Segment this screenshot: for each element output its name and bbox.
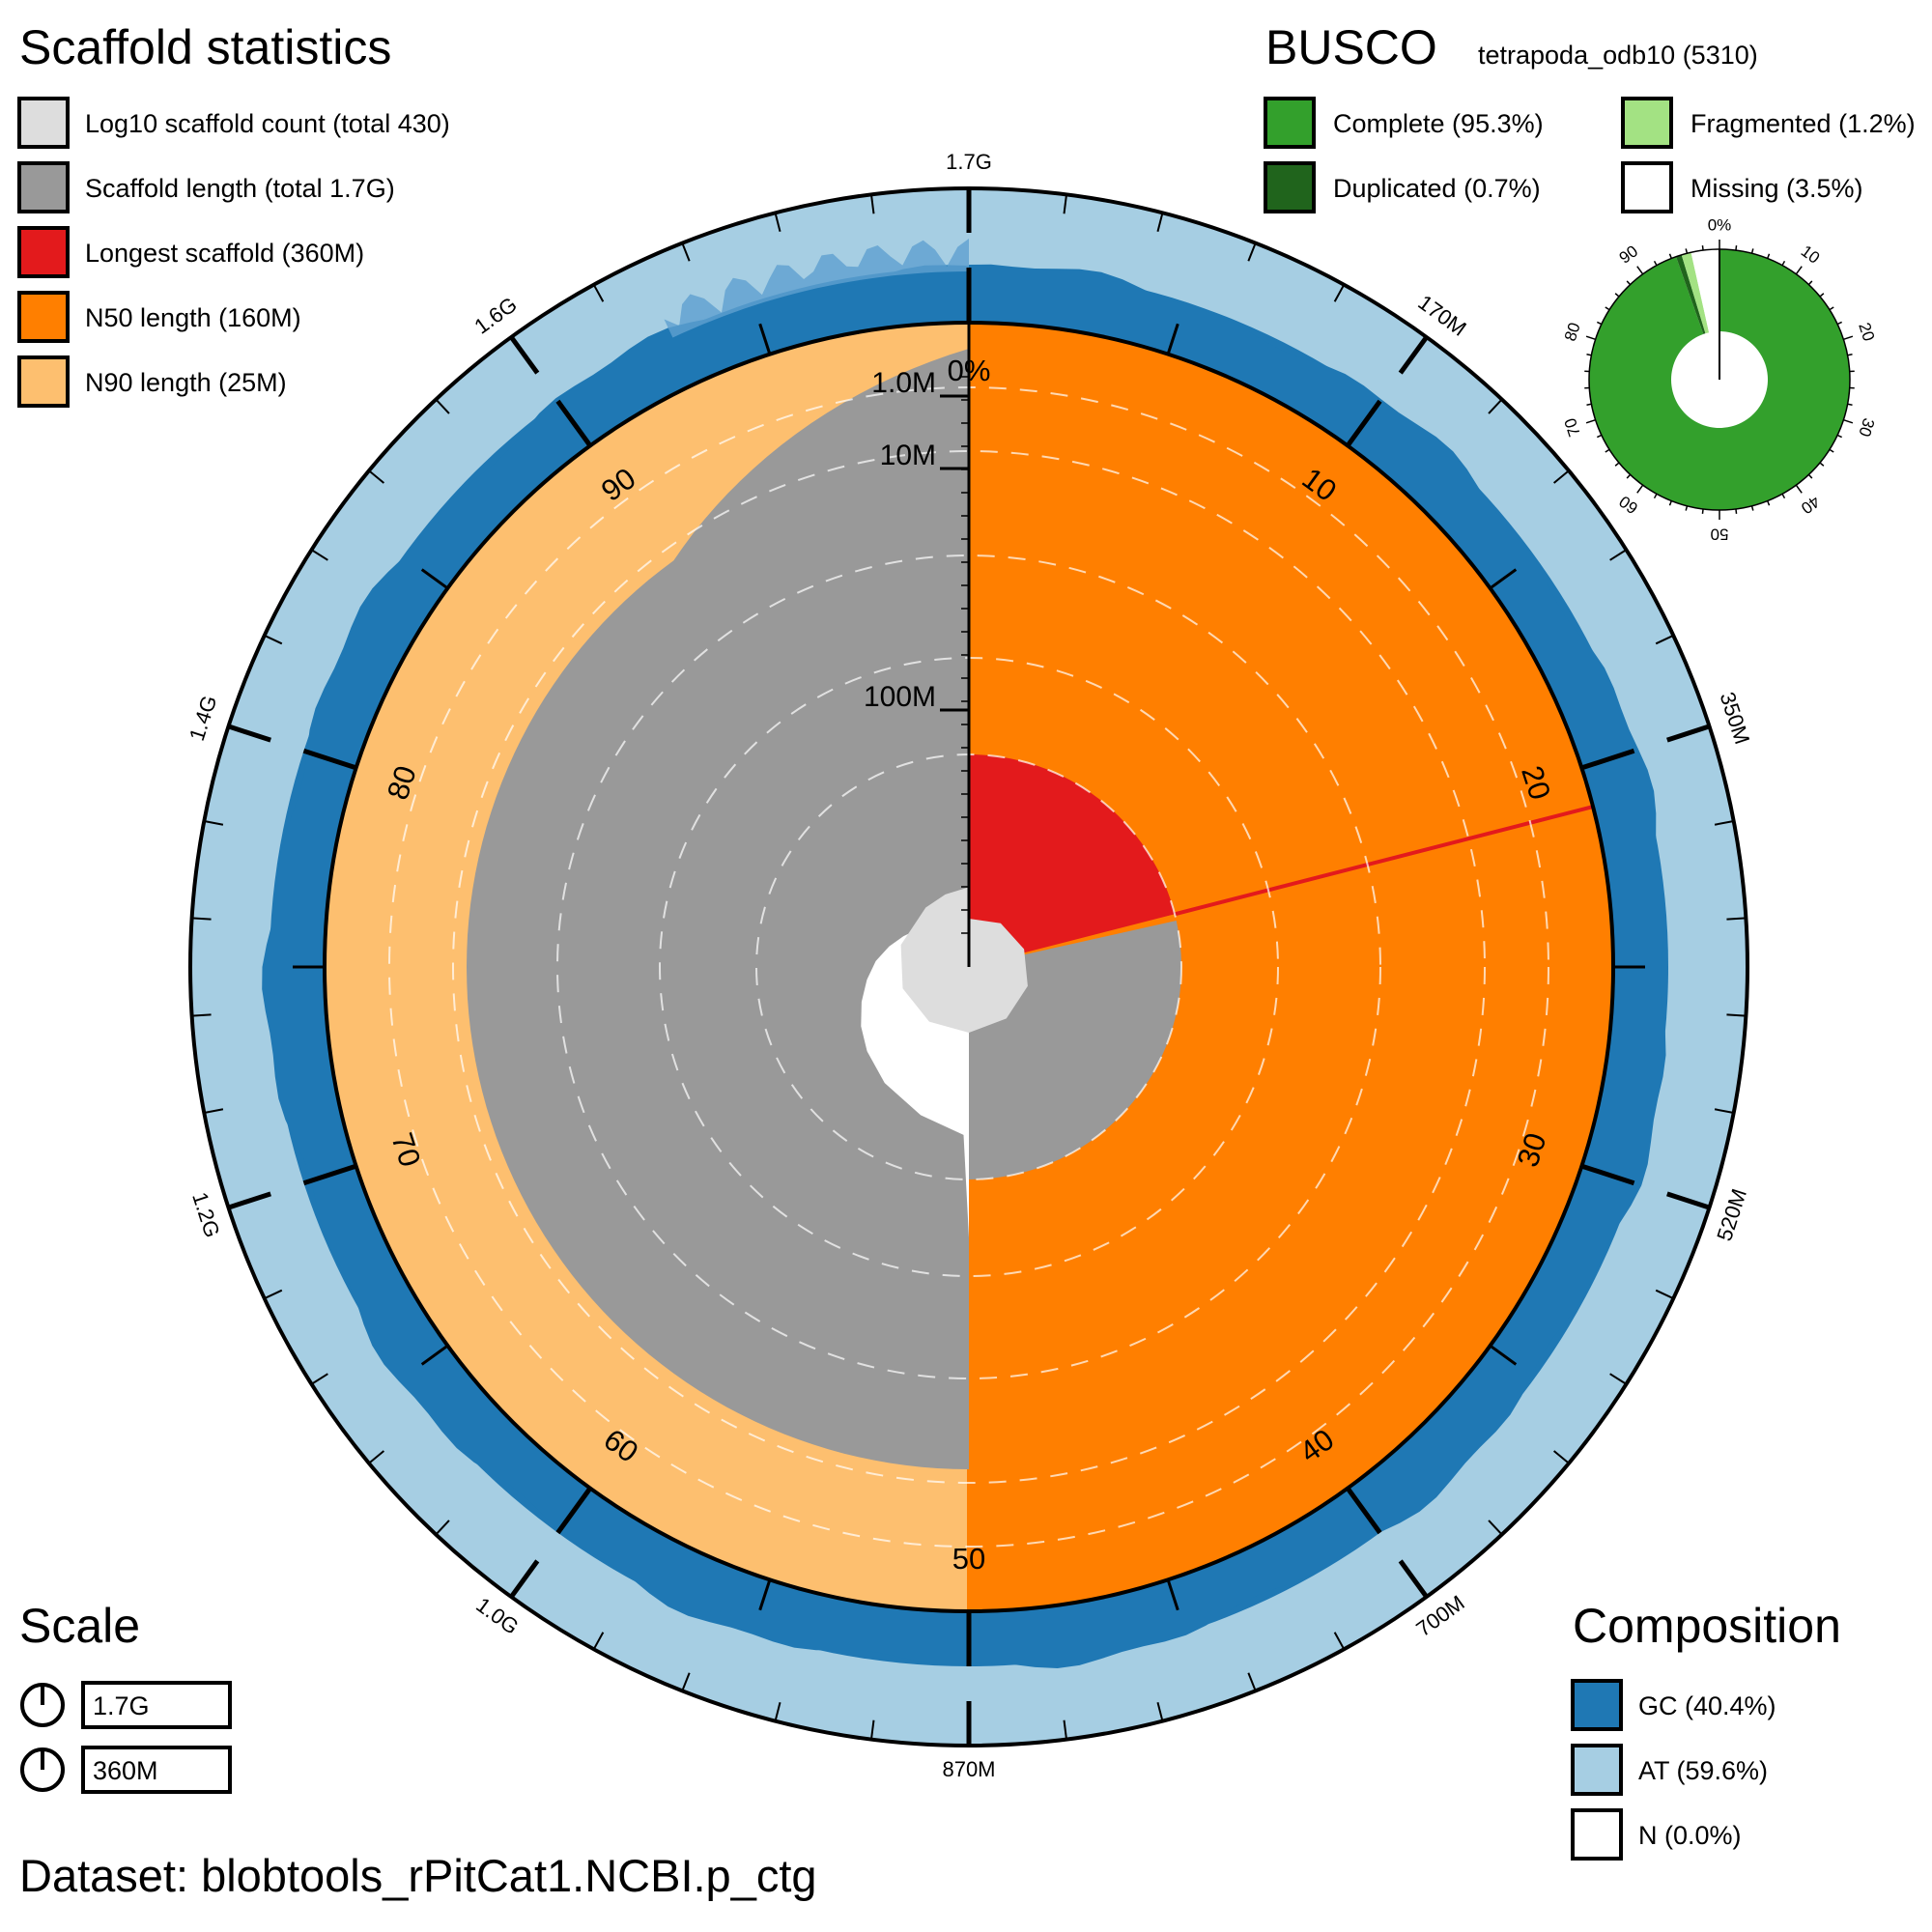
- scaffold-count-area: [900, 887, 1028, 1033]
- length-tick-label: 520M: [1712, 1186, 1751, 1244]
- busco-tick-label: 90: [1616, 242, 1641, 267]
- radial-tick-label: 1.0M: [871, 367, 936, 399]
- busco-segment-busco_complete: [1589, 249, 1850, 510]
- n50-sector: [969, 323, 1613, 1611]
- busco-subtitle: tetrapoda_odb10 (5310): [1478, 41, 1758, 70]
- busco-tick-label: 40: [1798, 492, 1823, 517]
- busco-tick-label: 70: [1561, 416, 1584, 440]
- composition-swatch-at: [1571, 1744, 1623, 1796]
- radial-tick-label: 10M: [880, 440, 936, 471]
- scale-title: Scale: [19, 1599, 140, 1653]
- composition-legend: GC (40.4%) AT (59.6%) N (0.0%): [1571, 1679, 1776, 1861]
- busco-tick-label: 30: [1855, 416, 1878, 440]
- legend-swatch-n90: [17, 355, 70, 408]
- percent-tick-label: 0%: [948, 354, 991, 387]
- busco-swatch-busco_missing: [1621, 161, 1673, 213]
- composition-label-gc: GC (40.4%): [1638, 1691, 1776, 1720]
- scaffold-stats-legend: Log10 scaffold count (total 430) Scaffold…: [17, 97, 450, 408]
- busco-legend: Complete (95.3%) Fragmented (1.2%) Duplica…: [1264, 97, 1916, 213]
- legend-label-n50: N50 length (160M): [85, 303, 301, 332]
- legend-swatch-n50: [17, 291, 70, 343]
- busco-swatch-busco_complete: [1264, 97, 1316, 149]
- busco-label-busco_missing: Missing (3.5%): [1690, 174, 1863, 203]
- scale-box: [81, 1681, 232, 1729]
- radial-length-scale: 1.0M 10M 100M: [864, 323, 971, 967]
- scale-label: 360M: [93, 1756, 158, 1785]
- length-tick-label: 1.6G: [469, 292, 521, 338]
- percent-tick-label: 50: [952, 1542, 985, 1576]
- composition-swatch-n: [1571, 1808, 1623, 1861]
- length-tick-label: 870M: [942, 1757, 995, 1781]
- busco-tick-label: 50: [1711, 526, 1729, 544]
- busco-segment-busco_fragmented: [1681, 252, 1710, 334]
- busco-donut-chart: 0% 10 20 30 40 50 60 70 80 90: [1561, 215, 1878, 543]
- scale-label: 1.7G: [93, 1691, 150, 1720]
- busco-segment-busco_duplicated: [1676, 254, 1706, 334]
- composition-swatch-gc: [1571, 1679, 1623, 1731]
- scaffold-stats-title: Scaffold statistics: [19, 20, 391, 74]
- composition-label-n: N (0.0%): [1638, 1821, 1742, 1850]
- gc-at-spike: [664, 239, 969, 338]
- length-tick-label: 1.7G: [946, 150, 992, 174]
- length-tick-label: 350M: [1715, 689, 1754, 747]
- legend-swatch-count: [17, 97, 70, 149]
- busco-label-busco_duplicated: Duplicated (0.7%): [1333, 174, 1541, 203]
- busco-swatch-busco_duplicated: [1264, 161, 1316, 213]
- length-tick-label: 1.4G: [185, 693, 222, 744]
- radial-tick-label: 100M: [864, 681, 936, 713]
- scale-box: [81, 1746, 232, 1794]
- busco-tick-label: 80: [1561, 321, 1584, 344]
- busco-tick-label: 60: [1616, 492, 1641, 517]
- busco-label-busco_fragmented: Fragmented (1.2%): [1690, 109, 1916, 138]
- dataset-label: Dataset: blobtools_rPitCat1.NCBI.p_ctg: [19, 1850, 817, 1901]
- legend-label-count: Log10 scaffold count (total 430): [85, 109, 450, 138]
- composition-title: Composition: [1573, 1599, 1841, 1653]
- busco-title: BUSCO: [1265, 20, 1437, 74]
- legend-label-n90: N90 length (25M): [85, 368, 287, 397]
- longest-scaffold-sector: [969, 754, 1176, 967]
- busco-tick-label: 20: [1855, 321, 1878, 344]
- legend-swatch-longest: [17, 226, 70, 278]
- busco-segment-busco_missing: [1690, 249, 1719, 333]
- scale-legend: 1.7G 360M: [20, 1681, 232, 1794]
- scaffold-length-area: [467, 349, 1181, 1469]
- busco-tick-label: 10: [1798, 242, 1823, 267]
- legend-swatch-length: [17, 161, 70, 213]
- legend-label-longest: Longest scaffold (360M): [85, 239, 364, 268]
- busco-swatch-busco_fragmented: [1621, 97, 1673, 149]
- composition-label-at: AT (59.6%): [1638, 1756, 1768, 1785]
- busco-tick-label: 0%: [1708, 215, 1732, 234]
- busco-label-busco_complete: Complete (95.3%): [1333, 109, 1544, 138]
- legend-label-length: Scaffold length (total 1.7G): [85, 174, 395, 203]
- longest-scaffold-line: [1174, 805, 1594, 917]
- length-tick-label: 1.2G: [187, 1189, 225, 1240]
